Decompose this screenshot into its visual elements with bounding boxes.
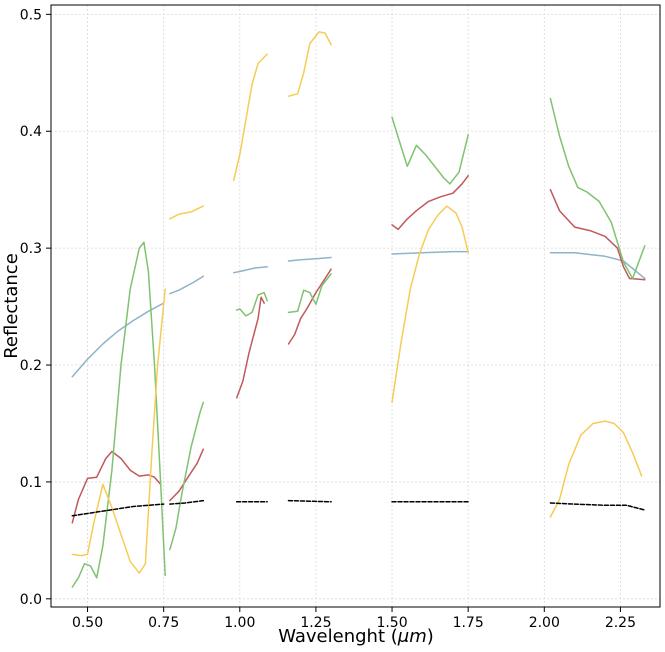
series-1: [71, 250, 646, 378]
series-line-segment: [549, 420, 643, 518]
series-line-segment: [169, 275, 205, 295]
x-tick-label: 0.75: [148, 615, 179, 631]
series-line-segment: [169, 499, 205, 505]
series-line-segment: [232, 266, 268, 274]
y-tick-label: 0.5: [20, 7, 42, 23]
x-axis-title: Wavelenght (μm): [278, 626, 434, 647]
series-4: [71, 31, 643, 574]
series-line-segment: [391, 174, 469, 231]
series-line-segment: [71, 302, 165, 378]
series-lines: [71, 31, 646, 588]
x-tick-label: 0.50: [72, 615, 103, 631]
y-tick-label: 0.1: [20, 475, 42, 491]
x-tick-label: 1.75: [453, 615, 484, 631]
y-tick-label: 0.3: [20, 241, 42, 257]
series-line-segment: [169, 448, 205, 502]
x-tick-label: 1.00: [224, 615, 255, 631]
series-5: [71, 499, 646, 517]
series-3: [71, 97, 646, 588]
y-tick-label: 0.4: [20, 124, 42, 140]
plot-frame: [50, 4, 661, 608]
series-line-segment: [391, 116, 469, 185]
series-line-segment: [169, 401, 205, 551]
series-line-segment: [232, 53, 268, 182]
series-line-segment: [391, 205, 469, 404]
series-line-segment: [71, 450, 162, 524]
x-tick-label: 1.25: [300, 615, 331, 631]
series-line-segment: [549, 188, 646, 281]
y-axis-title: Reflectance: [1, 253, 22, 359]
series-line-segment: [549, 97, 646, 280]
series-line-segment: [287, 256, 332, 262]
series-line-segment: [71, 241, 166, 588]
series-line-segment: [287, 31, 332, 97]
series-line-segment: [287, 273, 332, 314]
x-tick-label: 1.50: [376, 615, 407, 631]
y-tick-label: 0.0: [20, 592, 42, 608]
x-tick-label: 2.00: [529, 615, 560, 631]
series-line-segment: [391, 250, 469, 255]
axis-ticks: 0.50 0.75 1.00 1.25 1.50 1.75 2.00 2.25 0.0 0.1 0.…: [20, 7, 636, 631]
x-tick-label: 2.25: [605, 615, 636, 631]
grid-lines: [51, 5, 660, 607]
series-line-segment: [169, 205, 205, 220]
series-line-segment: [235, 291, 268, 317]
series-line-segment: [549, 252, 646, 280]
series-line-segment: [549, 502, 646, 511]
series-line-segment: [71, 288, 166, 574]
series-2: [71, 174, 646, 524]
series-line-segment: [287, 268, 332, 345]
series-line-segment: [235, 296, 265, 399]
y-tick-label: 0.2: [20, 358, 42, 374]
series-line-segment: [287, 499, 332, 503]
series-line-segment: [71, 503, 165, 517]
